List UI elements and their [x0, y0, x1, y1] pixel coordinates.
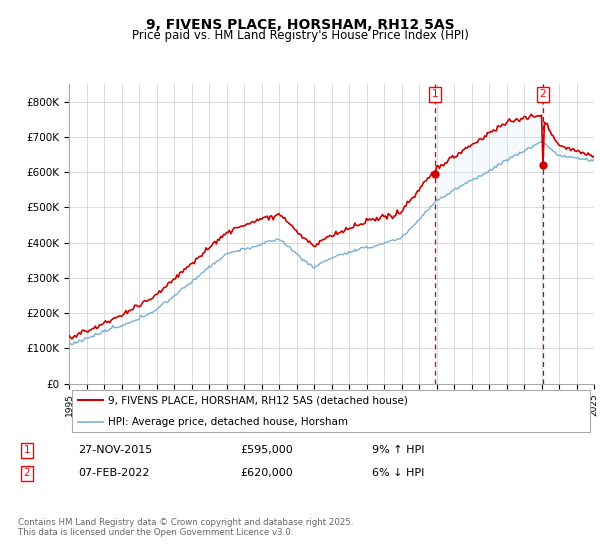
Text: £620,000: £620,000: [240, 468, 293, 478]
Text: 1: 1: [432, 90, 439, 100]
Text: Contains HM Land Registry data © Crown copyright and database right 2025.
This d: Contains HM Land Registry data © Crown c…: [18, 518, 353, 538]
Text: 07-FEB-2022: 07-FEB-2022: [78, 468, 149, 478]
Text: 2: 2: [539, 90, 546, 100]
Text: £595,000: £595,000: [240, 445, 293, 455]
Text: 9, FIVENS PLACE, HORSHAM, RH12 5AS: 9, FIVENS PLACE, HORSHAM, RH12 5AS: [146, 18, 454, 32]
Text: Price paid vs. HM Land Registry's House Price Index (HPI): Price paid vs. HM Land Registry's House …: [131, 29, 469, 42]
Text: 2: 2: [23, 468, 31, 478]
Text: 6% ↓ HPI: 6% ↓ HPI: [372, 468, 424, 478]
Text: 1: 1: [23, 445, 31, 455]
Text: 9, FIVENS PLACE, HORSHAM, RH12 5AS (detached house): 9, FIVENS PLACE, HORSHAM, RH12 5AS (deta…: [109, 395, 408, 405]
Text: HPI: Average price, detached house, Horsham: HPI: Average price, detached house, Hors…: [109, 417, 349, 427]
Text: 9% ↑ HPI: 9% ↑ HPI: [372, 445, 425, 455]
Text: 27-NOV-2015: 27-NOV-2015: [78, 445, 152, 455]
FancyBboxPatch shape: [71, 390, 590, 432]
